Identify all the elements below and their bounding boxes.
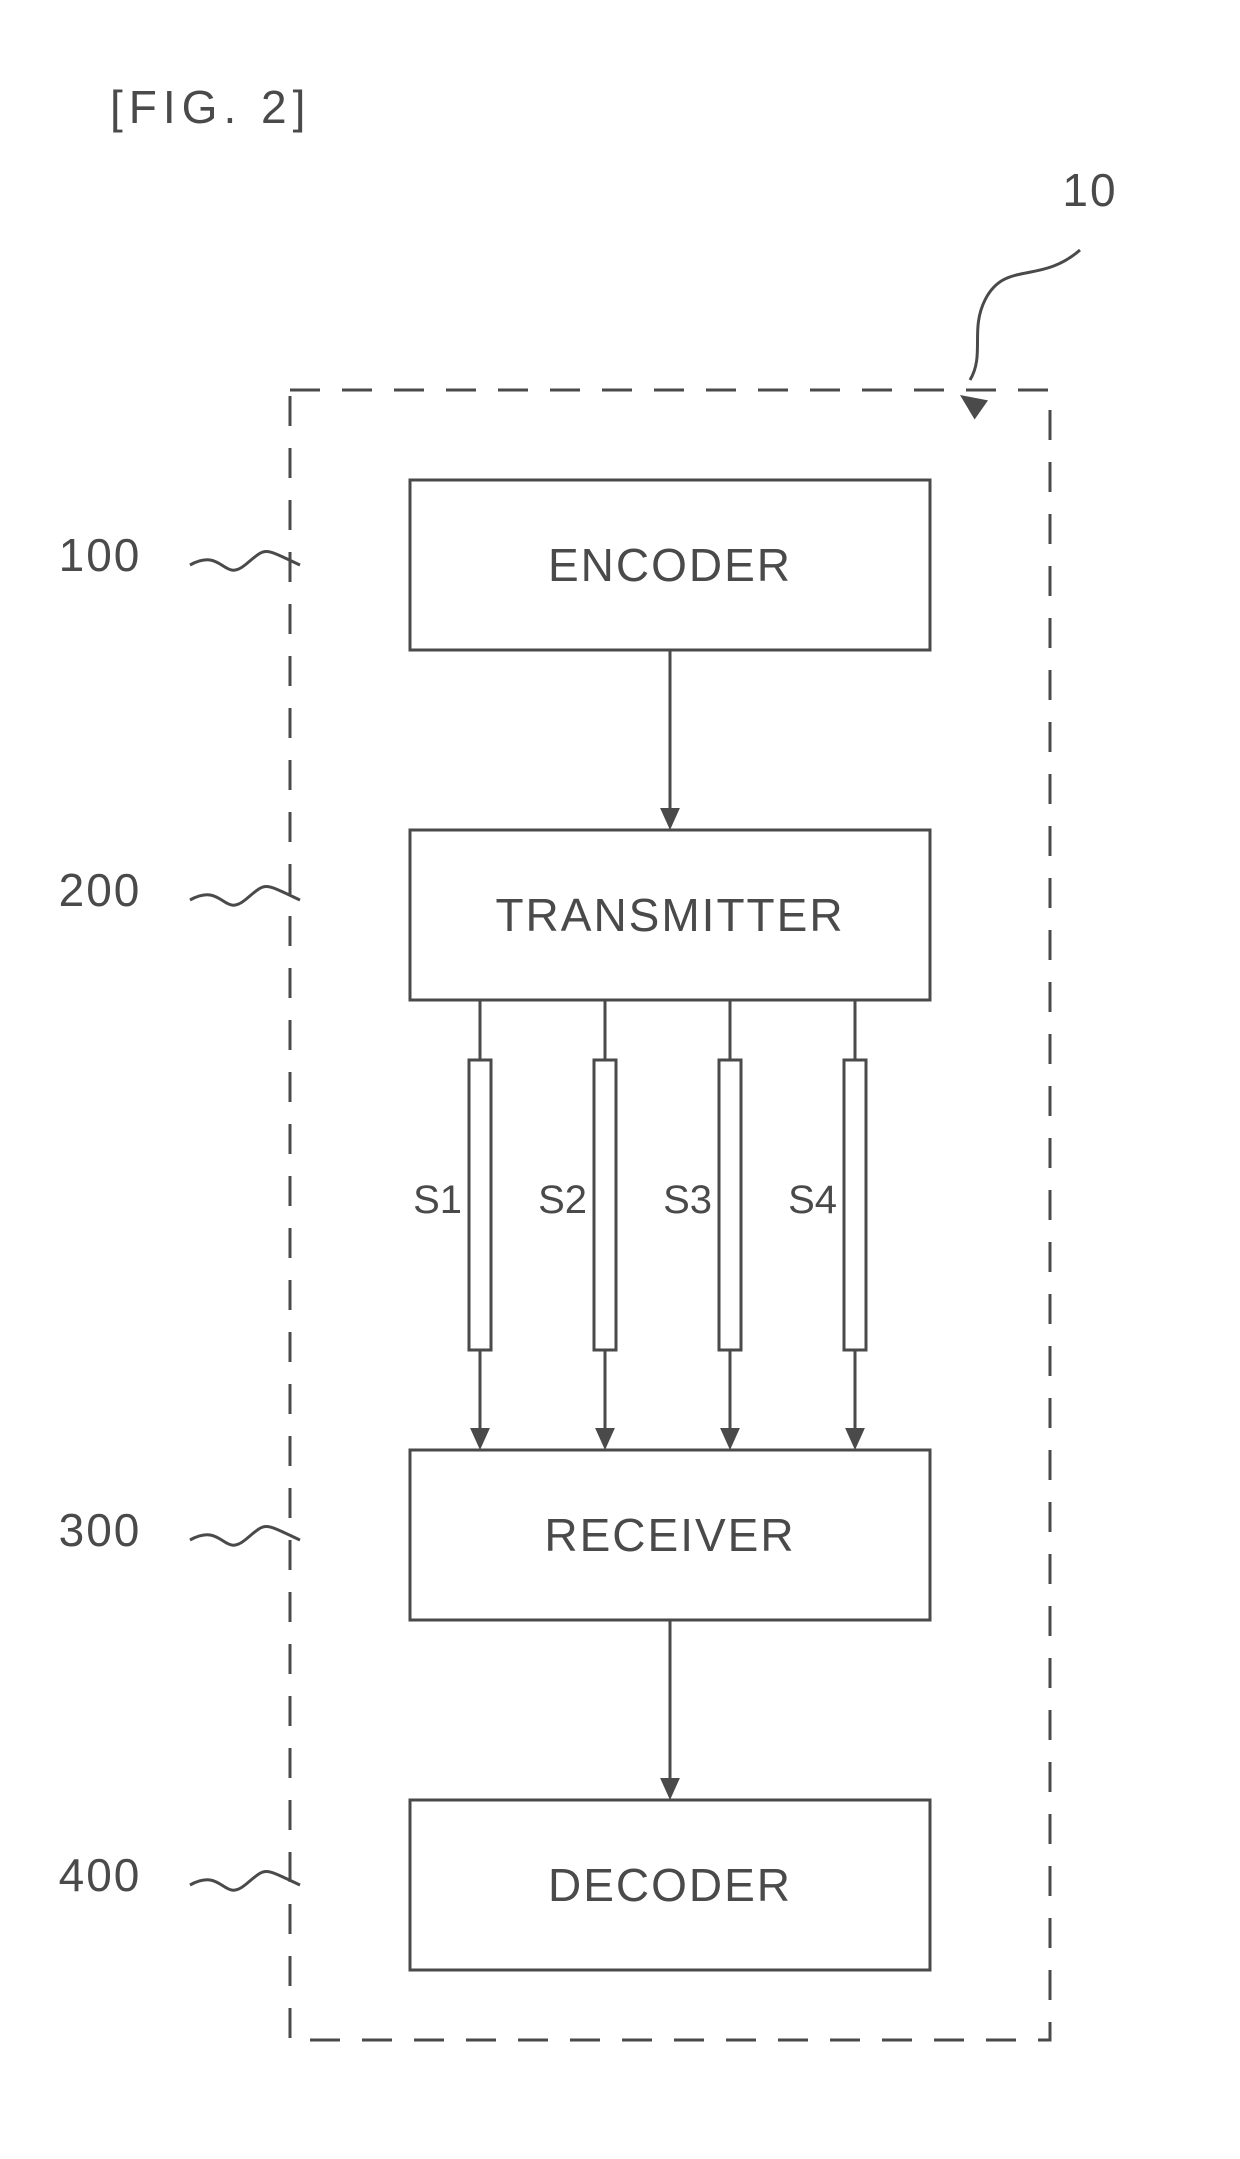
signal-channel: [719, 1060, 741, 1350]
signal-channel: [844, 1060, 866, 1350]
system-pointer: [970, 250, 1080, 380]
ref-number: 200: [59, 864, 142, 916]
arrowhead: [845, 1428, 865, 1450]
arrowhead: [960, 395, 988, 419]
arrowhead: [470, 1428, 490, 1450]
arrowhead: [720, 1428, 740, 1450]
signal-channel: [469, 1060, 491, 1350]
diagram-canvas: ENCODER 100 TRANSMITTER 200 RECEIVER 300 DECOD…: [0, 0, 1240, 2159]
arrowhead: [660, 808, 680, 830]
ref-leader: [190, 1527, 300, 1546]
ref-number: 300: [59, 1504, 142, 1556]
ref-number: 100: [59, 529, 142, 581]
ref-leader: [190, 1872, 300, 1891]
signal-channel: [594, 1060, 616, 1350]
signal-label: S3: [663, 1178, 712, 1222]
arrowhead: [595, 1428, 615, 1450]
block-label: TRANSMITTER: [495, 889, 844, 941]
signal-label: S1: [413, 1178, 462, 1222]
signal-label: S2: [538, 1178, 587, 1222]
ref-leader: [190, 887, 300, 906]
block-label: DECODER: [548, 1859, 792, 1911]
block-label: ENCODER: [548, 539, 792, 591]
ref-leader: [190, 552, 300, 571]
system-ref: 10: [1062, 164, 1117, 216]
block-label: RECEIVER: [544, 1509, 795, 1561]
ref-number: 400: [59, 1849, 142, 1901]
signal-label: S4: [788, 1178, 837, 1222]
arrowhead: [660, 1778, 680, 1800]
